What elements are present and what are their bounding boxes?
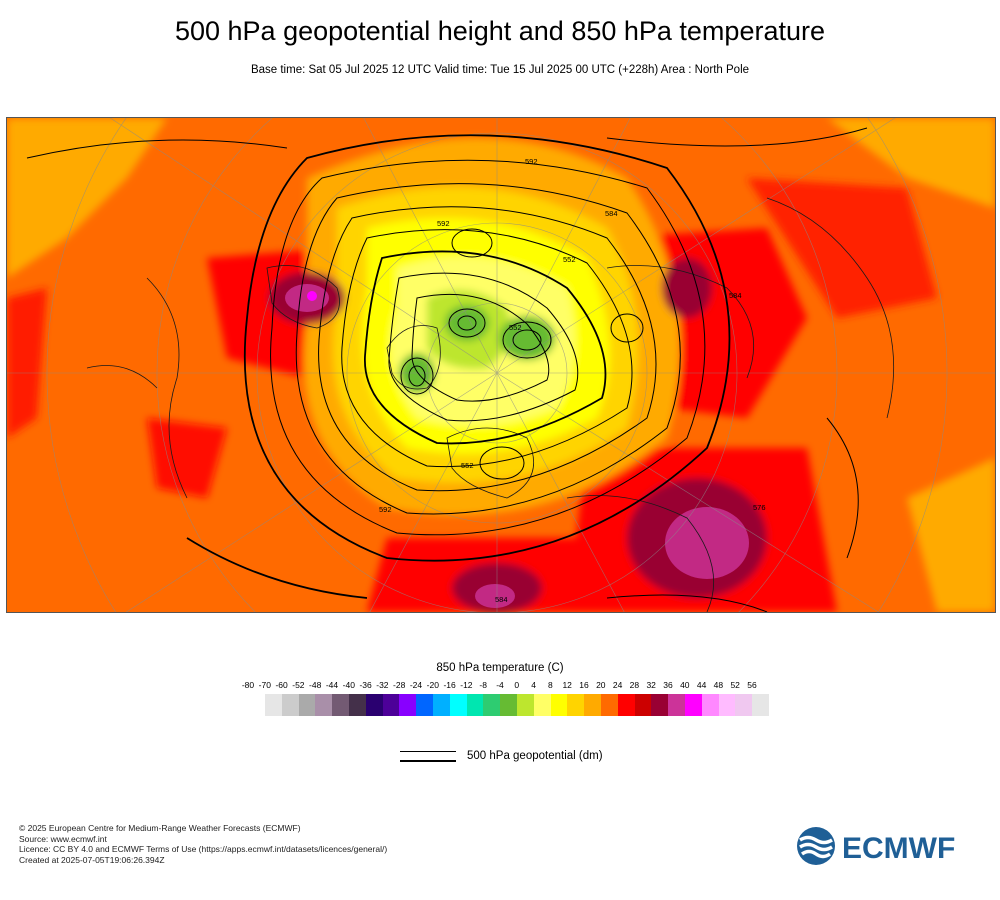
temperature-colorbar	[265, 694, 769, 716]
colorbar-tick-label: -70	[258, 680, 271, 690]
contour-label: 552	[461, 461, 474, 470]
colorbar-tick-label: 36	[663, 680, 673, 690]
colorbar-swatch	[651, 694, 669, 716]
colorbar-swatch	[466, 694, 484, 716]
colorbar-swatch	[348, 694, 366, 716]
colorbar-swatch	[281, 694, 299, 716]
colorbar-tick-label: -60	[275, 680, 288, 690]
colorbar-swatch	[752, 694, 769, 716]
colorbar-tick-label: -48	[309, 680, 322, 690]
colorbar-tick-label: -80	[241, 680, 255, 690]
geopotential-line-sample-bold	[400, 760, 456, 762]
colorbar-tick-label: -44	[325, 680, 339, 690]
contour-label: 576	[753, 503, 766, 512]
colorbar-swatch	[718, 694, 736, 716]
colorbar-tick-label: 12	[562, 680, 572, 690]
colorbar-tick-label: 56	[747, 680, 757, 690]
contour-label: 592	[525, 157, 538, 166]
colorbar-swatch	[365, 694, 383, 716]
ecmwf-logo-text: ECMWF	[842, 832, 955, 865]
colorbar-swatch	[735, 694, 753, 716]
graticule	[7, 118, 995, 612]
colorbar-tick-label: -52	[292, 680, 305, 690]
chart-subtitle: Base time: Sat 05 Jul 2025 12 UTC Valid …	[250, 64, 750, 76]
contour-label: 552	[509, 323, 522, 332]
colorbar-swatch	[600, 694, 618, 716]
contour-labels: 592 592 592 552 552 552 584 584 584 576	[379, 157, 766, 604]
ecmwf-logo: ECMWF	[797, 827, 955, 865]
colorbar-swatch	[315, 694, 333, 716]
colorbar-tick-label: 48	[713, 680, 724, 690]
colorbar-swatch	[617, 694, 635, 716]
colorbar-tick-label: 4	[531, 680, 536, 690]
ecmwf-logo-mark	[797, 827, 835, 865]
colorbar-tick-label: 8	[548, 680, 553, 690]
temperature-legend-title: 850 hPa temperature (C)	[436, 662, 564, 674]
colorbar-tick-label: -32	[376, 680, 389, 690]
colorbar-swatch	[550, 694, 568, 716]
colorbar-tick-label: 16	[579, 680, 589, 690]
colorbar-tick-label: -16	[443, 680, 456, 690]
colorbar-swatch	[298, 694, 316, 716]
colorbar-tick-label: -28	[393, 680, 406, 690]
contour-label: 552	[563, 255, 576, 264]
colorbar-swatch	[399, 694, 417, 716]
colorbar-swatch	[634, 694, 652, 716]
geopotential-contours	[26, 127, 868, 612]
colorbar-swatch	[449, 694, 467, 716]
colorbar-swatch	[701, 694, 719, 716]
footer-created: Created at 2025-07-05T19:06:26.394Z	[19, 854, 165, 865]
colorbar-swatch	[382, 694, 400, 716]
colorbar-swatch	[416, 694, 433, 716]
colorbar-swatch	[584, 694, 601, 716]
footer: © 2025 European Centre for Medium-Range …	[19, 823, 387, 865]
colorbar-tick-label: -40	[342, 680, 355, 690]
coastlines	[86, 197, 895, 612]
colorbar-tick-label: 40	[680, 680, 690, 690]
colorbar-swatch	[516, 694, 534, 716]
colorbar-tick-label: 24	[612, 680, 623, 690]
contour-label: 584	[729, 291, 742, 300]
footer-source: Source: www.ecmwf.int	[19, 833, 107, 844]
geopotential-legend-label: 500 hPa geopotential (dm)	[467, 750, 603, 762]
colorbar-swatch	[332, 694, 349, 716]
colorbar-tick-label: 28	[629, 680, 640, 690]
temperature-ticks: -80 -70 -60 -52 -48 -44 -40 -36 -32 -28 -24 -20 -16-…	[0, 680, 1000, 694]
colorbar-swatch	[533, 694, 551, 716]
colorbar-swatch	[668, 694, 685, 716]
footer-copyright: © 2025 European Centre for Medium-Range …	[19, 823, 301, 833]
colorbar-swatch	[265, 694, 282, 716]
contour-label: 592	[437, 219, 450, 228]
geopotential-line-sample	[400, 751, 456, 752]
chart-title: 500 hPa geopotential height and 850 hPa …	[174, 16, 825, 46]
colorbar-tick-label: -8	[479, 680, 487, 690]
colorbar-tick-label: -20	[426, 680, 439, 690]
colorbar-tick-label: -12	[460, 680, 473, 690]
colorbar-tick-label: 52	[730, 680, 740, 690]
colorbar-tick-label: 0	[514, 680, 520, 690]
north-pole-map: 592 592 592 552 552 552 584 584 584 576	[6, 117, 996, 613]
colorbar-tick-label: -36	[359, 680, 372, 690]
colorbar-tick-label: 20	[596, 680, 606, 690]
colorbar-tick-label: -4	[496, 680, 504, 690]
contour-label: 592	[379, 505, 392, 514]
colorbar-swatch	[684, 694, 702, 716]
colorbar-tick-label: -24	[409, 680, 423, 690]
colorbar-swatch	[567, 694, 585, 716]
footer-licence: Licence: CC BY 4.0 and ECMWF Terms of Us…	[19, 844, 388, 854]
colorbar-swatch	[483, 694, 501, 716]
colorbar-swatch	[432, 694, 450, 716]
colorbar-tick-label: 44	[696, 680, 707, 690]
contour-label: 584	[605, 209, 618, 218]
contour-label: 584	[495, 595, 508, 604]
colorbar-swatch	[500, 694, 517, 716]
colorbar-tick-label: 32	[646, 680, 656, 690]
